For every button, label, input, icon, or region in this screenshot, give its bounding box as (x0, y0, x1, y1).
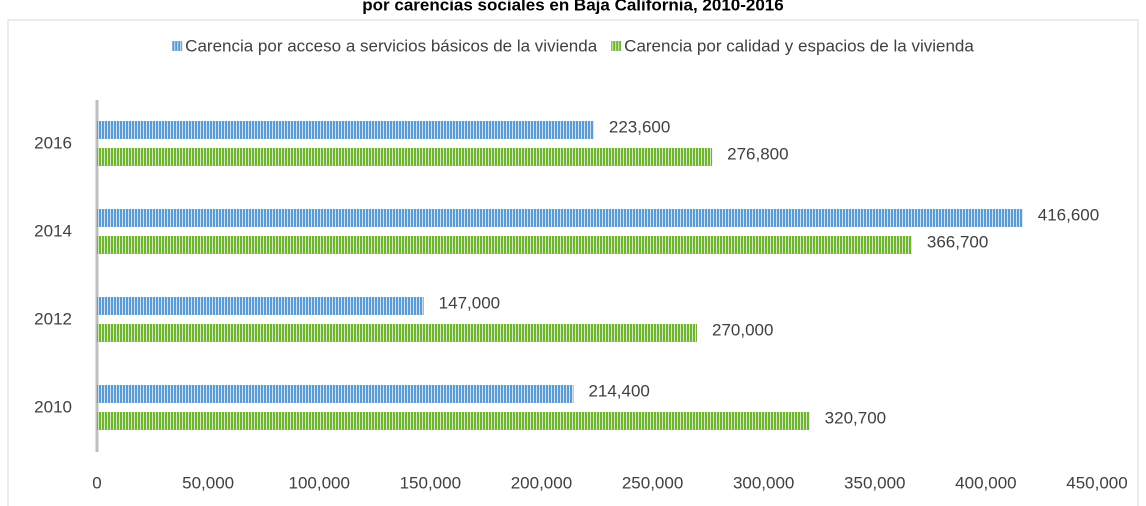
x-tick-label: 150,000 (400, 473, 461, 492)
y-tick-label: 2010 (34, 397, 72, 416)
data-label: 276,800 (727, 144, 788, 163)
data-label: 223,600 (609, 117, 670, 136)
chart-title: por carencias sociales en Baja Californi… (362, 0, 783, 14)
data-label: 416,600 (1038, 205, 1099, 224)
bar (97, 236, 912, 254)
data-label: 320,700 (825, 408, 886, 427)
x-tick-label: 450,000 (1066, 473, 1127, 492)
chart-frame (7, 19, 1139, 506)
bar (97, 412, 810, 430)
data-label: 214,400 (588, 381, 649, 400)
data-label: 366,700 (927, 232, 988, 251)
y-tick-label: 2012 (34, 309, 72, 328)
legend-label: Carencia por acceso a servicios básicos … (185, 36, 598, 55)
bar (97, 121, 594, 139)
x-tick-label: 200,000 (511, 473, 572, 492)
bar (97, 324, 697, 342)
data-label: 147,000 (439, 293, 500, 312)
x-tick-label: 0 (92, 473, 101, 492)
x-tick-label: 400,000 (955, 473, 1016, 492)
x-tick-label: 50,000 (182, 473, 234, 492)
y-tick-label: 2014 (34, 221, 72, 240)
x-tick-label: 300,000 (733, 473, 794, 492)
legend: Carencia por acceso a servicios básicos … (172, 36, 974, 55)
x-tick-label: 350,000 (844, 473, 905, 492)
x-tick-label: 250,000 (622, 473, 683, 492)
bar (97, 209, 1023, 227)
legend-swatch (611, 41, 622, 51)
y-tick-label: 2016 (34, 133, 72, 152)
data-label: 270,000 (712, 320, 773, 339)
x-tick-label: 100,000 (288, 473, 349, 492)
legend-label: Carencia por calidad y espacios de la vi… (624, 36, 974, 55)
legend-swatch (172, 41, 183, 51)
bar (97, 148, 713, 166)
bar (97, 297, 424, 315)
bar (97, 385, 574, 403)
